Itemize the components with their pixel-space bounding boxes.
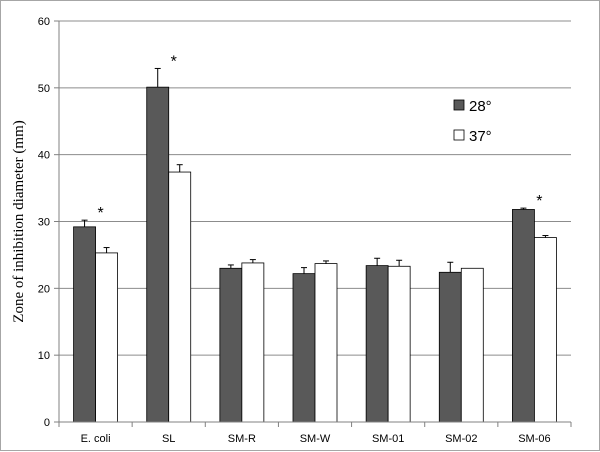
y-tick-label: 10 bbox=[38, 350, 50, 362]
y-tick-label: 30 bbox=[38, 217, 50, 229]
x-tick-label: SM-R bbox=[228, 433, 256, 445]
x-tick-label: SM-06 bbox=[518, 433, 550, 445]
x-tick-label: E. coli bbox=[81, 433, 111, 445]
y-tick-label: 40 bbox=[38, 150, 50, 162]
significance-marker: * bbox=[97, 205, 103, 222]
bar-series1 bbox=[365, 265, 389, 423]
bar-series2 bbox=[460, 267, 484, 423]
annotations: * * * bbox=[97, 53, 542, 222]
axes bbox=[58, 21, 571, 423]
gridlines bbox=[59, 20, 571, 356]
bar-series2 bbox=[95, 252, 118, 423]
bar-series2 bbox=[168, 171, 192, 423]
y-axis-ticks: 0 10 20 30 40 50 60 bbox=[38, 16, 59, 429]
bar-series2 bbox=[241, 262, 265, 423]
bar-series1 bbox=[73, 226, 96, 423]
bar-series2 bbox=[314, 263, 338, 423]
x-tick-label: SL bbox=[162, 433, 175, 445]
legend: 28° 37° bbox=[453, 98, 492, 145]
x-axis-ticks: E. coli SL SM-R SM-W SM-01 SM-02 SM-06 bbox=[58, 422, 572, 445]
legend-label: 28° bbox=[469, 98, 492, 115]
bar-series1 bbox=[292, 273, 316, 423]
x-tick-label: SM-02 bbox=[445, 433, 477, 445]
significance-marker: * bbox=[536, 193, 542, 210]
x-tick-label: SM-01 bbox=[372, 433, 404, 445]
significance-marker: * bbox=[171, 53, 177, 70]
y-axis-label: Zone of inhibition diameter (mm) bbox=[11, 120, 27, 322]
y-tick-label: 60 bbox=[38, 16, 50, 28]
bar-series1 bbox=[438, 271, 462, 423]
bar-series1 bbox=[219, 267, 243, 423]
bars bbox=[73, 67, 557, 423]
y-tick-label: 50 bbox=[38, 83, 50, 95]
bar-series1 bbox=[512, 209, 535, 423]
y-tick-label: 0 bbox=[44, 417, 50, 429]
legend-swatch bbox=[453, 129, 465, 141]
legend-label: 37° bbox=[469, 128, 492, 145]
bar-series2 bbox=[387, 265, 411, 423]
x-tick-label: SM-W bbox=[300, 433, 331, 445]
y-tick-label: 20 bbox=[38, 283, 50, 295]
bar-series2 bbox=[534, 237, 557, 423]
legend-swatch bbox=[453, 99, 465, 111]
bar-series1 bbox=[146, 86, 170, 423]
